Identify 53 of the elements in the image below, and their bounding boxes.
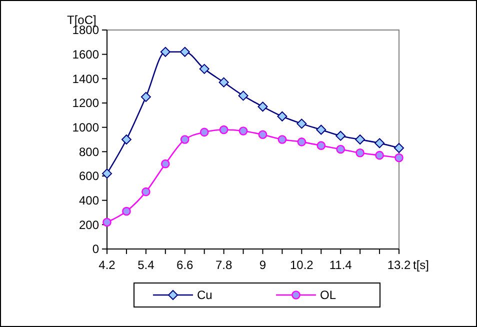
point	[316, 124, 326, 135]
y-tick-label: 600	[78, 169, 100, 184]
point	[238, 126, 248, 136]
legend-label: OL	[320, 288, 336, 302]
x-tick-label: 7.8	[215, 258, 232, 272]
point	[316, 141, 326, 150]
point	[336, 144, 345, 154]
point	[200, 128, 209, 137]
x-tick-label: 4.2	[98, 258, 116, 272]
point	[277, 111, 288, 122]
x-tick-label: 5.4	[138, 258, 155, 272]
point	[355, 134, 366, 144]
point	[278, 135, 287, 144]
y-tick-label: 200	[78, 218, 100, 232]
y-tick-label: 400	[78, 194, 100, 208]
point	[102, 168, 112, 179]
point	[142, 187, 150, 196]
point	[296, 118, 307, 129]
point	[238, 90, 248, 101]
point	[394, 143, 404, 154]
x-tick-label: 13.2	[387, 258, 411, 272]
point	[140, 92, 151, 102]
point	[180, 135, 190, 144]
y-axis-title: T[oC]	[67, 13, 96, 27]
point	[258, 130, 268, 140]
point	[199, 64, 210, 74]
point	[258, 102, 268, 112]
point	[374, 138, 385, 148]
point	[218, 77, 229, 88]
point	[180, 46, 190, 57]
point	[122, 206, 131, 216]
legend-label: Cu	[197, 288, 212, 302]
point	[160, 46, 170, 57]
y-tick-label: 1000	[72, 120, 100, 135]
x-tick-label: 6.6	[176, 258, 194, 272]
y-tick-label: 800	[78, 144, 100, 159]
point	[375, 150, 384, 160]
point	[336, 130, 346, 141]
x-tick-label: 9	[259, 258, 266, 272]
point	[161, 159, 170, 168]
x-axis-title: t[s]	[413, 258, 430, 272]
y-tick-label: 1400	[72, 72, 100, 86]
point	[356, 148, 364, 158]
point	[219, 125, 228, 134]
point	[297, 138, 306, 146]
point	[394, 153, 404, 162]
y-tick-label: 0	[92, 242, 100, 256]
point	[102, 218, 112, 227]
y-tick-label: 1200	[72, 96, 100, 110]
point	[121, 134, 132, 144]
y-tick-label: 1600	[72, 48, 100, 62]
x-tick-label: 10.2	[290, 258, 314, 272]
x-tick-label: 11.4	[329, 258, 352, 272]
